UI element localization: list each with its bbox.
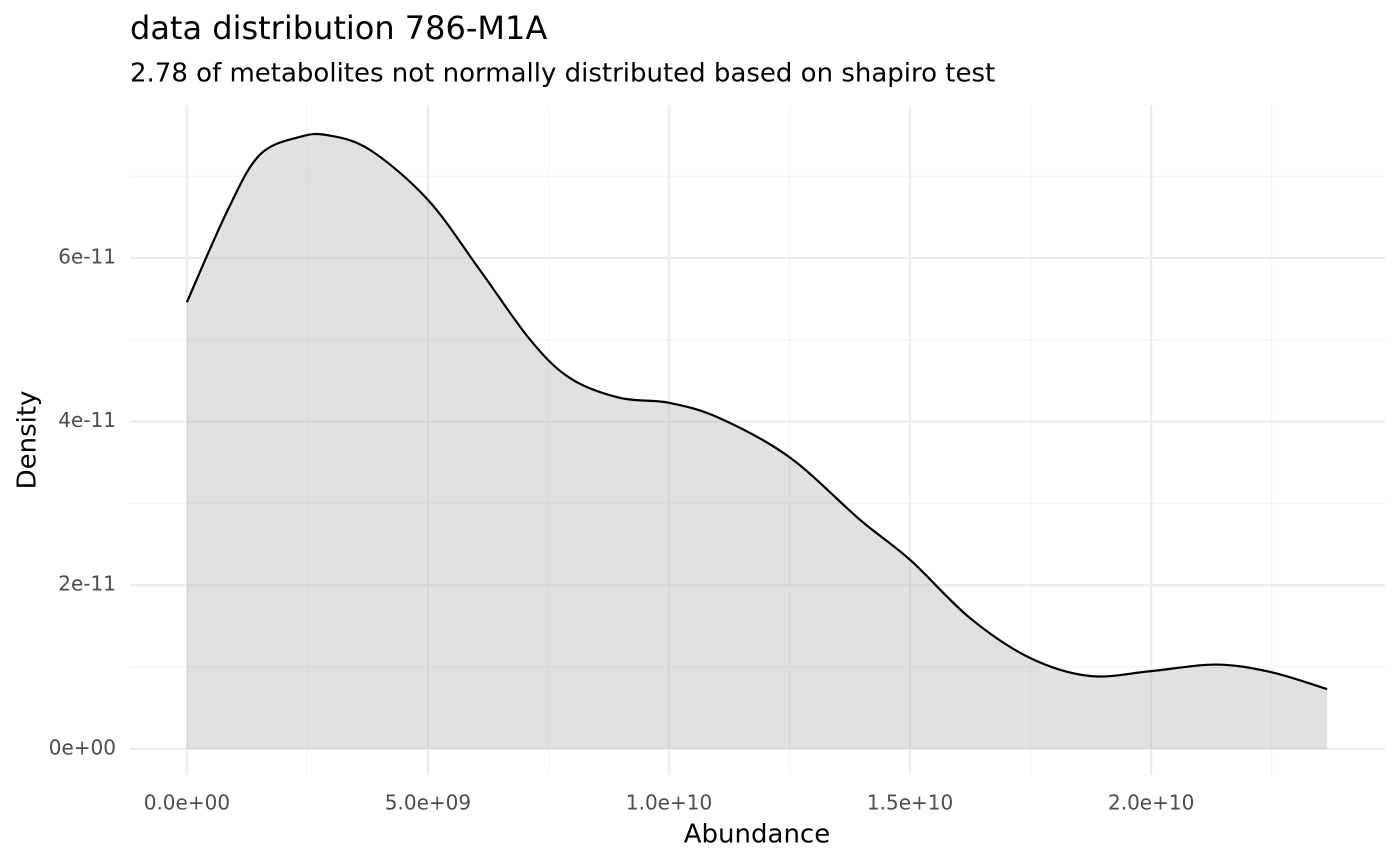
y-tick-label: 0e+00	[49, 735, 116, 759]
y-axis-title: Density	[13, 391, 43, 490]
x-tick-label: 0.0e+00	[144, 791, 230, 815]
x-tick-label: 1.0e+10	[626, 791, 712, 815]
y-tick-label: 6e-11	[58, 244, 116, 268]
x-tick-label: 5.0e+09	[385, 791, 471, 815]
chart-title: data distribution 786-M1A	[130, 9, 547, 47]
y-tick-label: 4e-11	[58, 408, 116, 432]
density-area	[186, 133, 1328, 749]
chart-subtitle: 2.78 of metabolites not normally distrib…	[130, 59, 995, 89]
y-tick-label: 2e-11	[58, 572, 116, 596]
x-tick-label: 1.5e+10	[867, 791, 953, 815]
x-tick-label: 2.0e+10	[1108, 791, 1194, 815]
x-axis-title: Abundance	[684, 820, 830, 850]
density-line	[185, 132, 1328, 691]
